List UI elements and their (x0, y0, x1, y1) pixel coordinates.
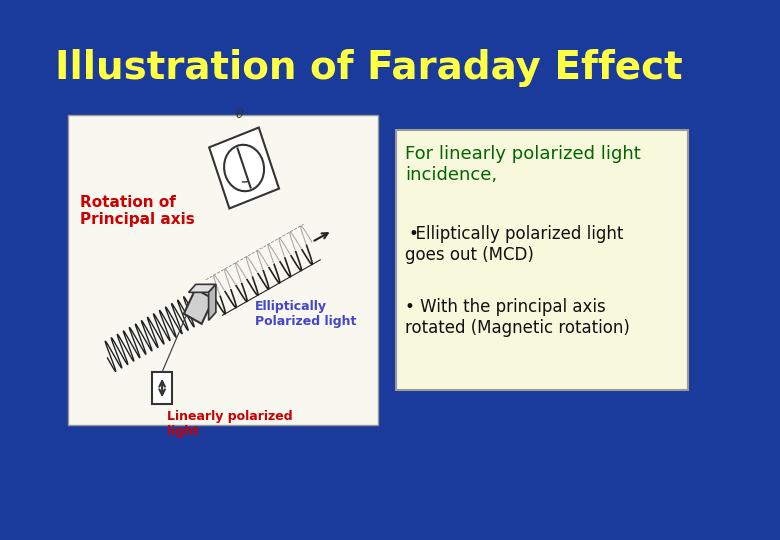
Text: Illustration of Faraday Effect: Illustration of Faraday Effect (55, 49, 682, 87)
Text: $\theta$: $\theta$ (235, 107, 244, 122)
Text: •: • (409, 225, 419, 243)
Text: • With the principal axis
rotated (Magnetic rotation): • With the principal axis rotated (Magne… (406, 298, 630, 337)
Ellipse shape (224, 145, 264, 191)
FancyBboxPatch shape (69, 115, 378, 425)
Text: Elliptically
Polarized light: Elliptically Polarized light (255, 300, 356, 328)
FancyBboxPatch shape (396, 130, 688, 390)
Text: For linearly polarized light
incidence,: For linearly polarized light incidence, (406, 145, 641, 184)
Text: Rotation of
Principal axis: Rotation of Principal axis (80, 195, 195, 227)
Text: Elliptically polarized light
goes out (MCD): Elliptically polarized light goes out (M… (406, 225, 624, 264)
Polygon shape (209, 127, 279, 208)
FancyBboxPatch shape (184, 289, 213, 324)
Bar (152, 372, 172, 404)
Polygon shape (208, 285, 216, 320)
Polygon shape (189, 285, 216, 292)
Text: Linearly polarized
light: Linearly polarized light (167, 410, 292, 438)
